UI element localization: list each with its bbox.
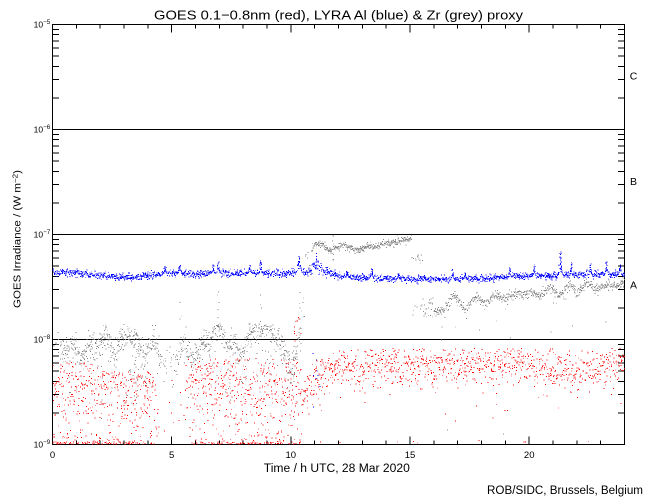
- svg-text:10−7: 10−7: [34, 229, 51, 240]
- svg-text:GOES 0.1−0.8nm (red), LYRA Al: GOES 0.1−0.8nm (red), LYRA Al (blue) & Z…: [154, 8, 524, 23]
- svg-text:Time / h UTC, 28 Mar 2020: Time / h UTC, 28 Mar 2020: [264, 463, 410, 475]
- svg-text:A: A: [630, 280, 637, 292]
- svg-text:15: 15: [405, 450, 416, 461]
- svg-text:10−9: 10−9: [34, 439, 51, 450]
- svg-text:10−8: 10−8: [34, 334, 51, 345]
- svg-text:5: 5: [169, 450, 174, 461]
- svg-text:0: 0: [50, 450, 55, 461]
- svg-text:10−5: 10−5: [34, 19, 51, 30]
- svg-text:10−6: 10−6: [34, 124, 51, 135]
- svg-text:GOES Irradiance / (W m−2): GOES Irradiance / (W m−2): [13, 170, 24, 308]
- svg-text:10: 10: [286, 450, 297, 461]
- svg-text:C: C: [630, 71, 638, 83]
- svg-text:20: 20: [524, 450, 535, 461]
- svg-text:ROB/SIDC, Brussels, Belgium: ROB/SIDC, Brussels, Belgium: [487, 485, 643, 497]
- svg-text:B: B: [630, 176, 637, 188]
